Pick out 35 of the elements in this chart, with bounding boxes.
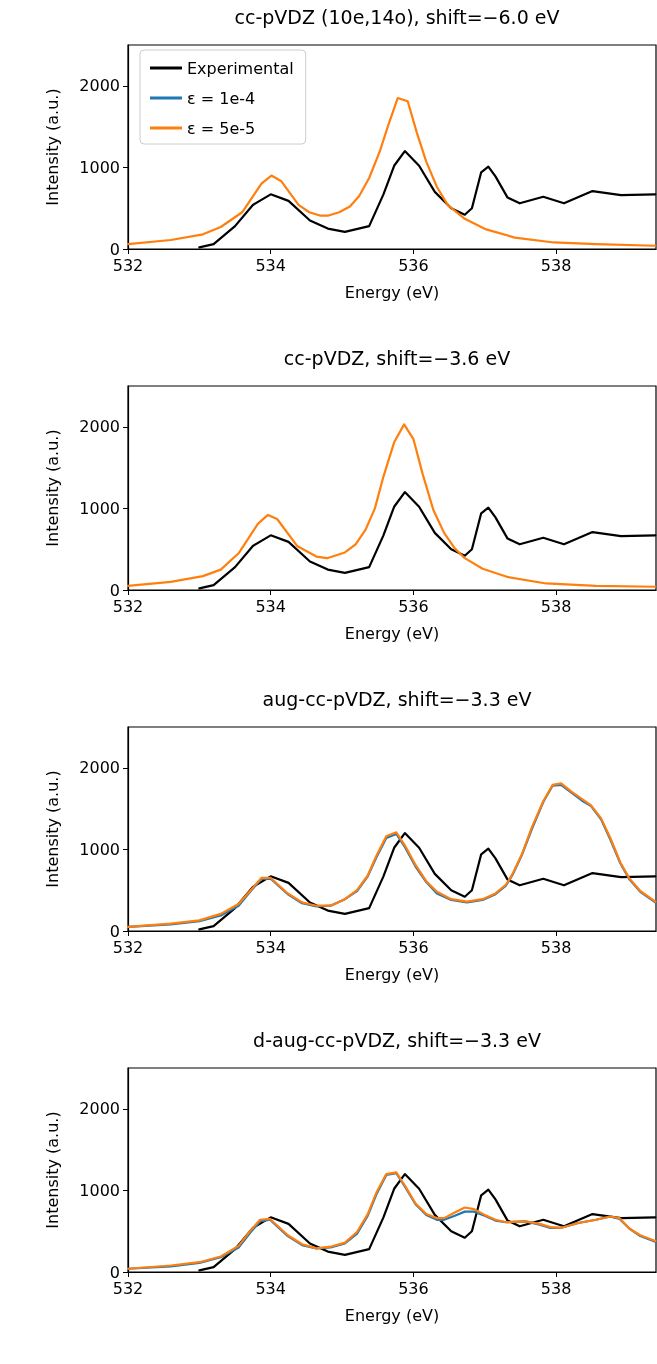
x-tick-label: 538 bbox=[540, 1278, 572, 1298]
y-axis-title: Intensity (a.u.) bbox=[42, 429, 62, 547]
x-tick-label: 534 bbox=[255, 1278, 286, 1298]
x-tick-label: 536 bbox=[398, 596, 429, 616]
chart-title: d-aug-cc-pVDZ, shift=−3.3 eV bbox=[253, 1028, 541, 1051]
x-tick-label: 536 bbox=[398, 937, 429, 957]
x-axis-title: Energy (eV) bbox=[344, 282, 440, 302]
legend-label: ε = 5e-5 bbox=[187, 118, 256, 138]
y-axis-title: Intensity (a.u.) bbox=[42, 88, 62, 206]
y-tick-label: 2000 bbox=[79, 758, 120, 778]
x-tick-label: 534 bbox=[255, 937, 286, 957]
x-tick-label: 534 bbox=[255, 255, 286, 275]
x-axis-title: Energy (eV) bbox=[344, 623, 440, 643]
x-tick-label: 534 bbox=[255, 596, 286, 616]
x-tick-label: 538 bbox=[540, 596, 572, 616]
x-tick-label: 538 bbox=[540, 255, 572, 275]
y-tick-label: 2000 bbox=[79, 1099, 120, 1119]
chart-title: cc-pVDZ, shift=−3.6 eV bbox=[283, 346, 511, 369]
y-tick-label: 1000 bbox=[79, 1180, 120, 1200]
x-tick-label: 536 bbox=[398, 255, 429, 275]
y-tick-label: 1000 bbox=[79, 839, 120, 859]
y-tick-label: 2000 bbox=[79, 76, 120, 96]
y-axis-title: Intensity (a.u.) bbox=[42, 1111, 62, 1229]
y-tick-label: 1000 bbox=[79, 498, 120, 518]
x-axis-title: Energy (eV) bbox=[344, 964, 440, 984]
y-axis-title: Intensity (a.u.) bbox=[42, 770, 62, 888]
y-tick-label: 1000 bbox=[79, 157, 120, 177]
y-tick-label: 2000 bbox=[79, 417, 120, 437]
legend-label: ε = 1e-4 bbox=[187, 88, 256, 108]
x-axis-title: Energy (eV) bbox=[344, 1305, 440, 1325]
chart-title: aug-cc-pVDZ, shift=−3.3 eV bbox=[262, 687, 532, 710]
x-tick-label: 536 bbox=[398, 1278, 429, 1298]
legend-label: Experimental bbox=[187, 58, 294, 78]
chart-title: cc-pVDZ (10e,14o), shift=−6.0 eV bbox=[234, 5, 560, 28]
x-tick-label: 538 bbox=[540, 937, 572, 957]
